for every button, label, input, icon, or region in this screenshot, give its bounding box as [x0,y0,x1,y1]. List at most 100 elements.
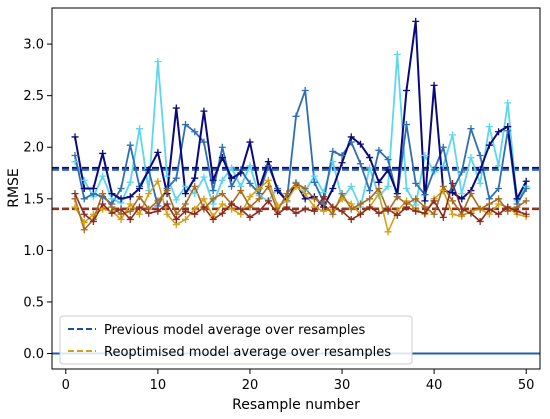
data-point-marker [200,173,208,181]
data-point-marker [154,177,162,185]
x-tick-label: 40 [426,378,443,393]
data-point-marker [338,207,346,215]
data-point-marker [292,112,300,120]
data-point-marker [458,195,466,203]
data-point-marker [366,203,374,211]
data-point-marker [163,172,171,180]
data-point-marker [421,203,429,211]
data-point-marker [135,185,143,192]
data-point-marker [485,141,493,149]
data-point-marker [310,195,318,203]
data-point-marker [228,200,236,208]
data-point-marker [366,164,374,172]
plot-frame [51,7,541,370]
data-point-marker [458,168,466,176]
data-point-marker [154,207,162,215]
data-point-marker [218,209,226,217]
data-point-marker [384,182,392,190]
data-point-marker [338,190,346,198]
data-point-marker [439,143,447,151]
data-point-marker [191,190,199,198]
data-point-marker [172,104,180,112]
data-point-marker [191,174,199,182]
data-point-marker [200,203,208,211]
y-tick-label: 2.0 [23,141,44,156]
data-point-marker [89,185,97,192]
data-point-marker [71,151,79,159]
data-point-marker [126,178,134,186]
data-point-marker [80,195,88,203]
data-point-marker [283,190,291,198]
data-point-marker [412,207,420,215]
data-point-marker [476,218,484,226]
data-point-marker [264,197,272,205]
data-point-marker [117,205,125,213]
y-tick-label: 0.5 [23,295,44,310]
data-point-marker [163,187,171,195]
data-point-marker [513,207,521,215]
data-point-marker [99,149,107,157]
data-point-marker [80,176,88,184]
data-point-marker [182,182,190,190]
data-point-marker [255,207,263,215]
data-point-marker [338,151,346,159]
data-point-marker [126,193,134,201]
data-point-marker [80,226,88,234]
data-point-marker [135,210,143,218]
data-point-marker [237,205,245,213]
data-point-marker [467,125,475,133]
data-point-marker [329,185,337,192]
y-axis-label: RMSE [6,168,22,208]
data-point-marker [384,166,392,174]
data-point-marker [320,193,328,201]
data-point-marker [182,207,190,215]
data-point-marker [495,162,503,170]
data-point-marker [218,176,226,184]
data-point-marker [117,185,125,192]
data-point-marker [347,215,355,223]
data-point-marker [476,166,484,174]
data-point-marker [495,210,503,218]
data-point-marker [366,154,374,162]
data-point-marker [421,209,429,217]
data-point-marker [99,200,107,208]
y-axis-ticks: 0.0 0.5 1.0 1.5 2.0 2.5 3.0 [23,38,52,362]
legend-label-reoptimised: Reoptimised model average over resamples [104,345,391,360]
data-point-marker [402,87,410,95]
data-point-marker [71,158,79,166]
data-point-marker [421,191,429,199]
data-point-marker [264,176,272,184]
data-point-marker [145,166,153,174]
data-point-marker [310,172,318,180]
data-point-marker [421,151,429,159]
data-point-marker [467,154,475,162]
data-point-marker [218,190,226,198]
x-axis-label: Resample number [232,397,360,413]
data-point-marker [329,158,337,166]
data-point-marker [200,195,208,203]
data-point-marker [246,162,254,170]
data-point-marker [264,158,272,166]
data-point-marker [310,207,318,215]
data-point-marker [191,182,199,190]
data-point-marker [71,190,79,198]
data-point-marker [522,210,530,218]
data-point-marker [218,143,226,151]
data-point-marker [504,123,512,131]
data-point-marker [108,203,116,211]
data-point-marker [412,17,420,25]
data-point-marker [126,200,134,208]
data-point-marker [329,147,337,155]
data-point-marker [255,185,263,192]
data-point-marker [237,187,245,195]
data-point-marker [145,190,153,198]
y-tick-label: 1.5 [23,192,44,207]
data-point-marker [476,151,484,159]
data-point-marker [430,81,438,89]
data-point-marker [439,213,447,221]
data-point-marker [274,210,282,218]
y-tick-label: 2.5 [23,89,44,104]
data-point-marker [347,205,355,213]
data-point-marker [80,219,88,227]
